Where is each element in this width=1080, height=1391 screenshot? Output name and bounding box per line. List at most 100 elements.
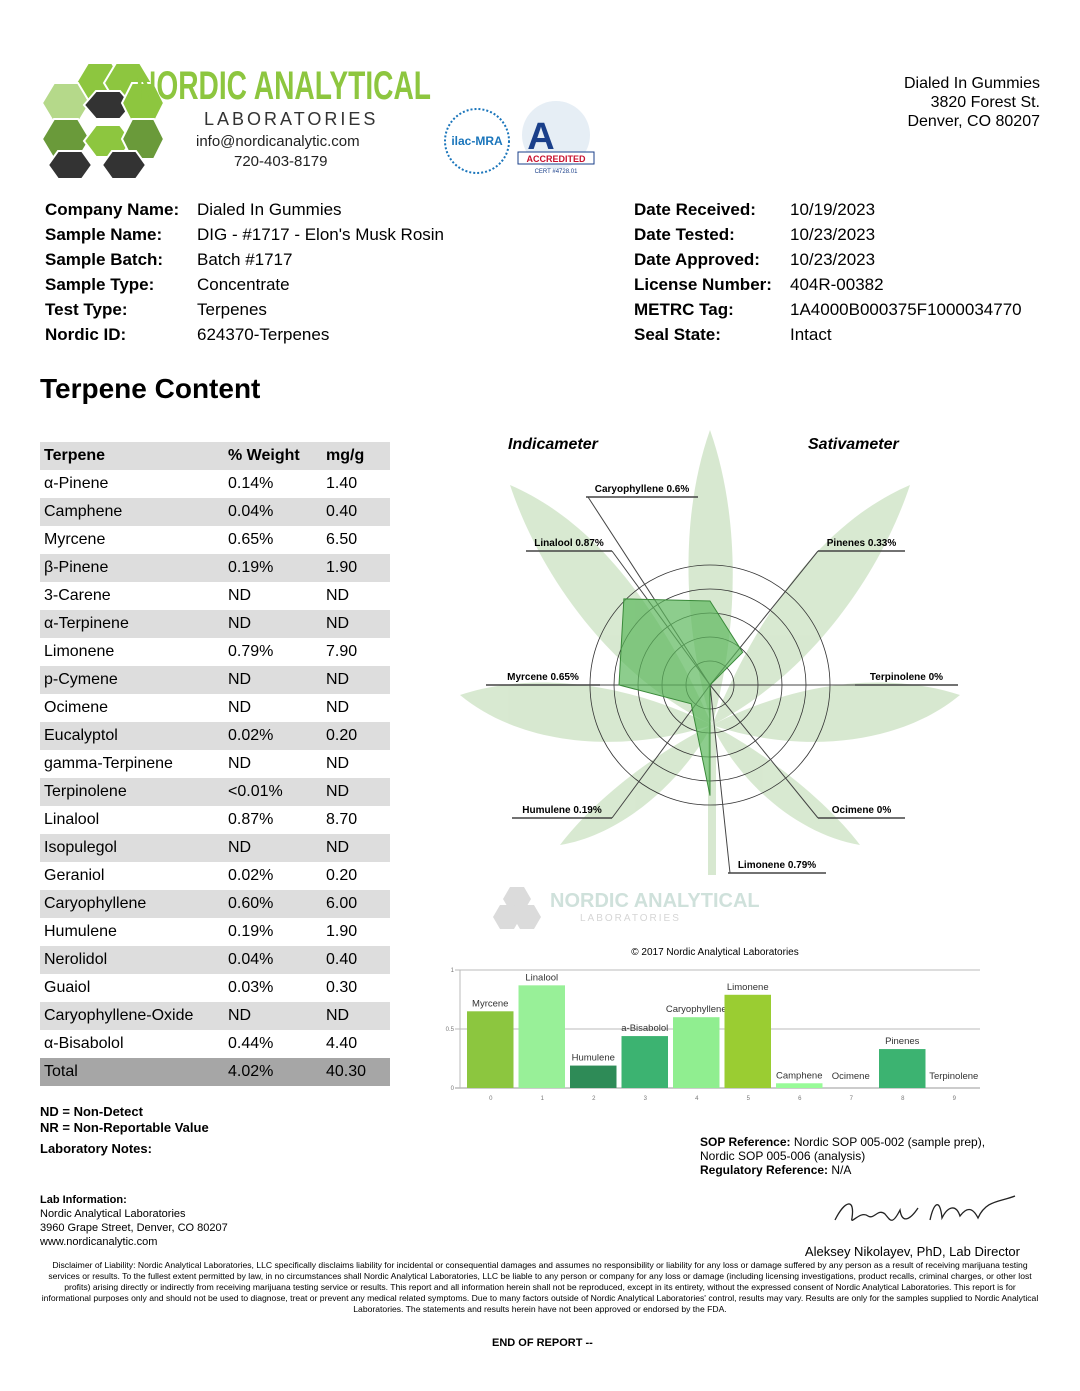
table-cell: 1.40	[326, 475, 358, 492]
x-tick-label: 2	[592, 1096, 596, 1102]
info-value: DIG - #1717 - Elon's Musk Rosin	[197, 225, 445, 244]
ilac-text: ilac-MRA	[451, 134, 503, 148]
table-cell: 40.30	[326, 1063, 367, 1080]
a2la-mark: A	[527, 116, 554, 158]
table-cell: β-Pinene	[44, 559, 109, 576]
client-address: Dialed In Gummies 3820 Forest St. Denver…	[904, 74, 1040, 131]
bar-chart: 0 0.5 1 0 1 2 3 4 5 6 7 8 9 Myrcene Linalool Humulene a-…	[446, 968, 980, 1102]
cert: CERT #4728.01	[535, 169, 578, 175]
table-row: gamma-Terpinene ND ND	[40, 750, 390, 778]
table-cell: α-Terpinene	[44, 615, 129, 632]
table-cell: 1.90	[326, 559, 358, 576]
table-cell: Limonene	[44, 643, 115, 660]
table-cell: 0.65%	[228, 531, 274, 548]
header-logos: NORDIC ANALYTICAL LABORATORIES info@nord…	[40, 62, 595, 180]
table-total: Total 4.02% 40.30	[40, 1058, 390, 1086]
table-row: α-Terpinene ND ND	[40, 610, 390, 638]
table-cell: 0.02%	[228, 727, 274, 744]
bar	[879, 1049, 926, 1088]
bar-label: Humulene	[572, 1053, 615, 1064]
nd-note: ND = Non-Detect	[40, 1104, 143, 1119]
table-cell: Myrcene	[44, 531, 106, 548]
table-cell: 0.87%	[228, 811, 274, 828]
table-cell: 6.00	[326, 895, 358, 912]
info-label: Sample Name:	[45, 225, 163, 244]
bar	[518, 985, 565, 1088]
lab-info-line: www.nordicanalytic.com	[40, 1236, 158, 1248]
table-cell: ND	[228, 671, 252, 688]
lab-phone: 720-403-8179	[234, 153, 327, 170]
table-cell: p-Cymene	[44, 671, 118, 688]
table-cell: ND	[228, 1007, 252, 1024]
table-cell: Eucalyptol	[44, 727, 118, 744]
x-tick-label: 3	[644, 1096, 648, 1102]
table-row: Limonene 0.79% 7.90	[40, 638, 390, 666]
accredited-box	[517, 151, 595, 165]
radar-label: Linalool 0.87%	[534, 538, 604, 549]
info-label: License Number:	[634, 275, 772, 294]
info-value: Concentrate	[197, 275, 290, 294]
table-cell: Geraniol	[44, 867, 105, 884]
y-tick-label: 1	[451, 968, 455, 974]
table-cell: gamma-Terpinene	[44, 755, 173, 772]
table-row: Caryophyllene-Oxide ND ND	[40, 1002, 390, 1030]
table-cell: Nerolidol	[44, 951, 108, 968]
signatory: Aleksey Nikolayev, PhD, Lab Director	[804, 1244, 1020, 1259]
table-cell: ND	[326, 699, 350, 716]
watermark: NORDIC ANALYTICAL	[550, 890, 760, 912]
watermark-logo: NORDIC ANALYTICAL LABORATORIES	[493, 887, 760, 929]
table-row: Ocimene ND ND	[40, 694, 390, 722]
bar-label: Myrcene	[472, 998, 508, 1009]
table-cell: ND	[326, 587, 350, 604]
info-label: Date Tested:	[634, 225, 735, 244]
table-cell: Isopulegol	[44, 839, 117, 856]
legend-notes: ND = Non-Detect NR = Non-Reportable Valu…	[40, 1104, 209, 1136]
table-cell: Caryophyllene-Oxide	[44, 1007, 194, 1024]
lab-info: Lab Information: Nordic Analytical Labor…	[40, 1193, 228, 1249]
table-row: Myrcene 0.65% 6.50	[40, 526, 390, 554]
x-tick-label: 6	[798, 1096, 802, 1102]
info-label: Test Type:	[45, 300, 128, 319]
radar-right-title: Sativameter	[808, 436, 899, 453]
radar-label: Pinenes 0.33%	[827, 538, 897, 549]
info-value: 404R-00382	[790, 275, 884, 294]
table-cell: 0.60%	[228, 895, 274, 912]
table-cell: 6.50	[326, 531, 358, 548]
info-label: Date Received:	[634, 200, 756, 219]
table-cell: 0.19%	[228, 559, 274, 576]
table-cell: ND	[326, 1007, 350, 1024]
table-cell: 4.40	[326, 1035, 358, 1052]
table-cell: 0.30	[326, 979, 358, 996]
table-cell: Ocimene	[44, 699, 109, 716]
table-cell: ND	[326, 671, 350, 688]
x-tick-label: 4	[695, 1096, 699, 1102]
table-row: Geraniol 0.02% 0.20	[40, 862, 390, 890]
table-cell: 0.79%	[228, 643, 274, 660]
table-row: Linalool 0.87% 8.70	[40, 806, 390, 834]
table-cell: 3-Carene	[44, 587, 111, 604]
table-cell: 0.40	[326, 951, 358, 968]
info-label: Sample Batch:	[45, 250, 164, 269]
y-tick-label: 0.5	[446, 1027, 455, 1033]
table-cell: Terpinolene	[44, 783, 127, 800]
table-cell: 0.20	[326, 727, 358, 744]
table-row: Terpinolene <0.01% ND	[40, 778, 390, 806]
table-cell: 0.40	[326, 503, 358, 520]
table-cell: Camphene	[44, 503, 123, 520]
table-cell: ND	[326, 783, 350, 800]
table-cell: ND	[228, 615, 252, 632]
radar-label: Limonene 0.79%	[738, 860, 816, 871]
radar-chart: Indicameter Sativameter NORDIC ANALYTICA…	[460, 430, 960, 958]
info-value: Batch #1717	[197, 250, 293, 269]
info-value: Intact	[790, 325, 832, 344]
radar-label: Humulene 0.19%	[522, 805, 602, 816]
x-tick-label: 1	[541, 1096, 545, 1102]
info-value: 10/23/2023	[790, 250, 876, 269]
table-cell: 0.04%	[228, 503, 274, 520]
end-of-report: END OF REPORT --	[492, 1337, 593, 1349]
table-cell: 8.70	[326, 811, 358, 828]
bar-label: Caryophyllene	[666, 1004, 727, 1015]
lab-notes: Laboratory Notes:	[40, 1141, 152, 1156]
lab-info-line: 3960 Grape Street, Denver, CO 80207	[40, 1222, 228, 1234]
